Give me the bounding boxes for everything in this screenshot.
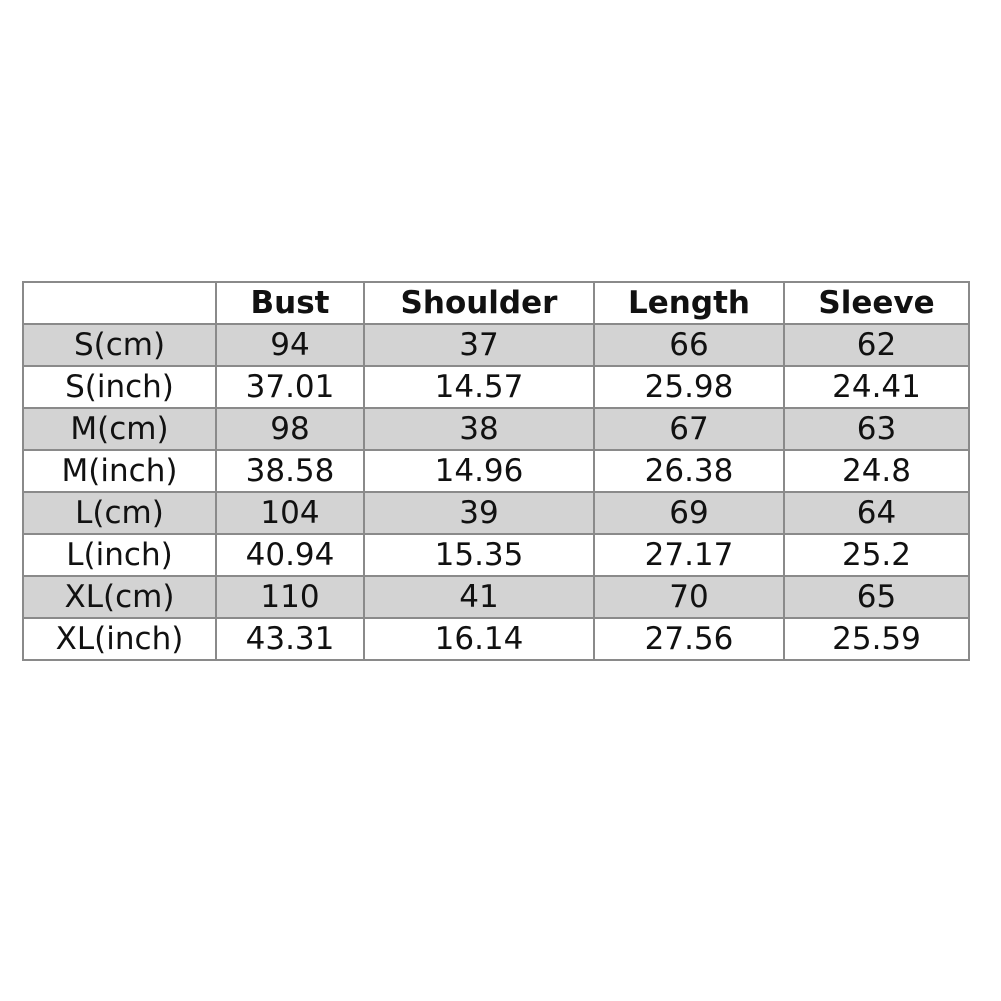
size-label: XL(inch)	[22, 617, 217, 661]
column-header: Sleeve	[783, 281, 970, 325]
measurement-cell: 14.96	[363, 449, 595, 493]
size-label: S(cm)	[22, 323, 217, 367]
size-chart-table: Bust Shoulder Length Sleeve S(cm) 94 37 66 62 S(…	[22, 281, 970, 661]
measurement-cell: 41	[363, 575, 595, 619]
measurement-cell: 66	[593, 323, 785, 367]
measurement-cell: 25.2	[783, 533, 970, 577]
measurement-cell: 25.59	[783, 617, 970, 661]
measurement-cell: 38.58	[215, 449, 365, 493]
column-header: Bust	[215, 281, 365, 325]
column-header: Shoulder	[363, 281, 595, 325]
measurement-cell: 62	[783, 323, 970, 367]
size-label: M(cm)	[22, 407, 217, 451]
table-row: S(inch) 37.01 14.57 25.98 24.41	[22, 365, 970, 409]
measurement-cell: 16.14	[363, 617, 595, 661]
table-row: M(cm) 98 38 67 63	[22, 407, 970, 451]
size-label: L(inch)	[22, 533, 217, 577]
measurement-cell: 24.8	[783, 449, 970, 493]
measurement-cell: 70	[593, 575, 785, 619]
measurement-cell: 69	[593, 491, 785, 535]
measurement-cell: 104	[215, 491, 365, 535]
measurement-cell: 40.94	[215, 533, 365, 577]
measurement-cell: 37	[363, 323, 595, 367]
column-header	[22, 281, 217, 325]
measurement-cell: 24.41	[783, 365, 970, 409]
measurement-cell: 43.31	[215, 617, 365, 661]
measurement-cell: 27.17	[593, 533, 785, 577]
measurement-cell: 67	[593, 407, 785, 451]
measurement-cell: 64	[783, 491, 970, 535]
table-row: XL(inch) 43.31 16.14 27.56 25.59	[22, 617, 970, 661]
measurement-cell: 38	[363, 407, 595, 451]
column-header: Length	[593, 281, 785, 325]
measurement-cell: 63	[783, 407, 970, 451]
measurement-cell: 110	[215, 575, 365, 619]
table-row: S(cm) 94 37 66 62	[22, 323, 970, 367]
size-label: XL(cm)	[22, 575, 217, 619]
measurement-cell: 15.35	[363, 533, 595, 577]
measurement-cell: 94	[215, 323, 365, 367]
size-label: M(inch)	[22, 449, 217, 493]
measurement-cell: 14.57	[363, 365, 595, 409]
header-row: Bust Shoulder Length Sleeve	[22, 281, 970, 325]
measurement-cell: 27.56	[593, 617, 785, 661]
table-row: L(inch) 40.94 15.35 27.17 25.2	[22, 533, 970, 577]
measurement-cell: 65	[783, 575, 970, 619]
table-row: L(cm) 104 39 69 64	[22, 491, 970, 535]
table-row: M(inch) 38.58 14.96 26.38 24.8	[22, 449, 970, 493]
measurement-cell: 26.38	[593, 449, 785, 493]
size-label: L(cm)	[22, 491, 217, 535]
measurement-cell: 39	[363, 491, 595, 535]
measurement-cell: 98	[215, 407, 365, 451]
measurement-cell: 37.01	[215, 365, 365, 409]
table-row: XL(cm) 110 41 70 65	[22, 575, 970, 619]
measurement-cell: 25.98	[593, 365, 785, 409]
size-label: S(inch)	[22, 365, 217, 409]
